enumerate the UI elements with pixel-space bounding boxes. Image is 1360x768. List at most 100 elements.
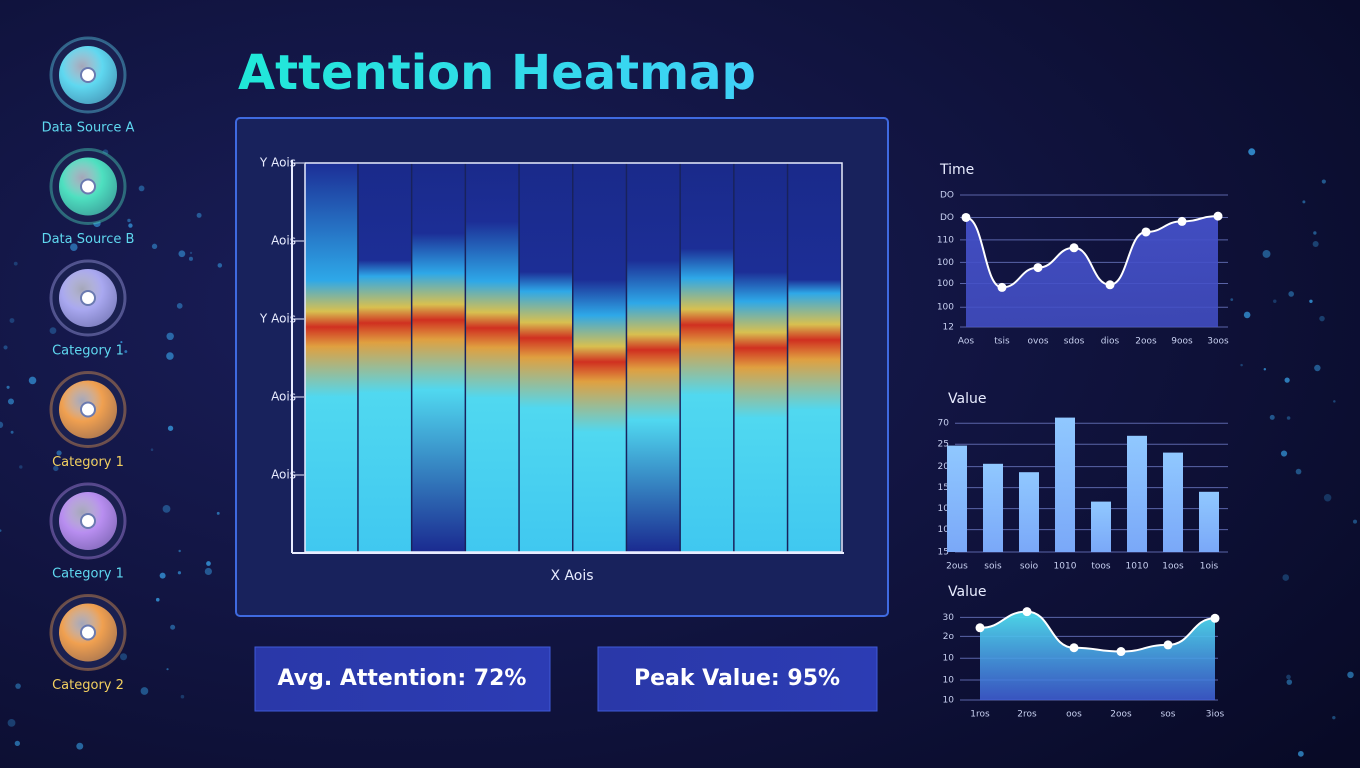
particle <box>53 465 59 472</box>
y-tick-label: 10 <box>943 654 955 664</box>
particle <box>0 529 2 532</box>
y-tick-label: DO <box>940 191 954 201</box>
y-tick-label: 10 <box>943 676 955 686</box>
sidebar-label: Category 1 <box>52 455 124 470</box>
y-tick-label: DO <box>940 213 954 223</box>
particle <box>1282 574 1290 581</box>
y-tick-label: 20 <box>938 462 950 472</box>
particle <box>9 318 15 324</box>
particle <box>10 430 14 434</box>
heat-column <box>412 163 465 552</box>
point <box>1105 280 1115 290</box>
y-axis-label: Aois <box>271 468 296 482</box>
heat-column <box>734 163 787 552</box>
point <box>1210 613 1220 623</box>
x-tick-label: ovos <box>1027 337 1048 347</box>
area <box>966 216 1218 327</box>
particle <box>1243 311 1251 319</box>
sidebar-label: Category 2 <box>52 678 124 693</box>
particle <box>155 597 160 602</box>
bar <box>1127 435 1147 552</box>
particle <box>167 425 174 431</box>
x-tick-label: 1ois <box>1200 562 1219 572</box>
bar <box>947 445 967 552</box>
particle <box>120 341 123 344</box>
y-tick-label: 100 <box>937 303 954 313</box>
heat-column <box>305 163 358 552</box>
particle <box>128 223 133 228</box>
particle <box>1288 291 1295 297</box>
point <box>1177 216 1187 226</box>
bar <box>1055 417 1075 552</box>
point <box>1116 647 1126 657</box>
particle <box>178 549 181 553</box>
particle <box>204 567 212 576</box>
particle <box>1323 494 1332 502</box>
particle <box>0 421 4 429</box>
x-tick-label: soio <box>1020 562 1039 572</box>
particle <box>7 718 16 727</box>
particle <box>124 350 128 353</box>
heat-column <box>680 163 734 552</box>
particle <box>150 448 154 451</box>
particle <box>1286 416 1291 420</box>
point <box>1163 640 1173 650</box>
y-axis-label: Aois <box>271 234 296 248</box>
particle <box>1286 674 1291 680</box>
y-tick-label: 2o <box>943 632 955 642</box>
heat-column <box>788 163 841 552</box>
x-tick-label: toos <box>1091 562 1111 572</box>
heat-column <box>358 163 411 552</box>
particle <box>70 243 78 251</box>
particle <box>1297 750 1304 757</box>
x-tick-label: 2oos <box>1135 337 1157 347</box>
particle <box>6 385 10 389</box>
particle <box>1313 231 1317 235</box>
particle <box>1353 519 1358 524</box>
x-tick-label: 2oos <box>1110 710 1132 720</box>
y-axis-label: Y Aois <box>259 312 296 326</box>
y-tick-label: 12 <box>943 323 954 333</box>
icon-glyph <box>80 401 96 418</box>
particle <box>1263 368 1267 371</box>
x-tick-label: 2ros <box>1017 710 1037 720</box>
sidebar-label: Data Source A <box>42 121 135 136</box>
x-axis-label: X Aois <box>550 568 593 584</box>
particle <box>1332 715 1336 720</box>
sidebar-label: Category 1 <box>52 567 124 582</box>
icon-glyph <box>80 67 96 83</box>
bar <box>1091 501 1111 552</box>
y-tick-label: 15 <box>938 483 949 493</box>
point <box>1022 607 1032 617</box>
particle <box>56 450 62 456</box>
particle <box>1312 240 1319 248</box>
particle <box>138 185 145 192</box>
x-tick-label: 1010 <box>1054 562 1077 572</box>
heat-column <box>627 163 680 552</box>
particle <box>1321 179 1326 184</box>
x-tick-label: tsis <box>994 337 1010 347</box>
y-tick-label: 110 <box>937 235 954 245</box>
particle <box>3 345 8 350</box>
particle <box>1262 249 1271 258</box>
particle <box>90 459 95 464</box>
x-tick-label: 2ous <box>946 562 968 572</box>
y-tick-label: 10 <box>943 696 955 706</box>
particle <box>140 687 149 695</box>
particle <box>7 398 15 405</box>
y-axis-label: Aois <box>271 390 296 404</box>
particle <box>166 332 174 341</box>
x-tick-label: 9oos <box>1171 337 1193 347</box>
heat-column <box>519 163 572 552</box>
sidebar-label: Data Source B <box>42 232 135 247</box>
heatmap <box>304 162 843 553</box>
particle <box>1319 315 1325 322</box>
x-tick-label: Aos <box>958 337 975 347</box>
particle <box>1230 298 1234 302</box>
particle <box>196 212 202 218</box>
particle <box>166 352 174 360</box>
point <box>1069 643 1079 653</box>
particle <box>19 465 23 469</box>
x-tick-label: sos <box>1161 710 1176 720</box>
y-tick-label: 100 <box>937 258 954 268</box>
